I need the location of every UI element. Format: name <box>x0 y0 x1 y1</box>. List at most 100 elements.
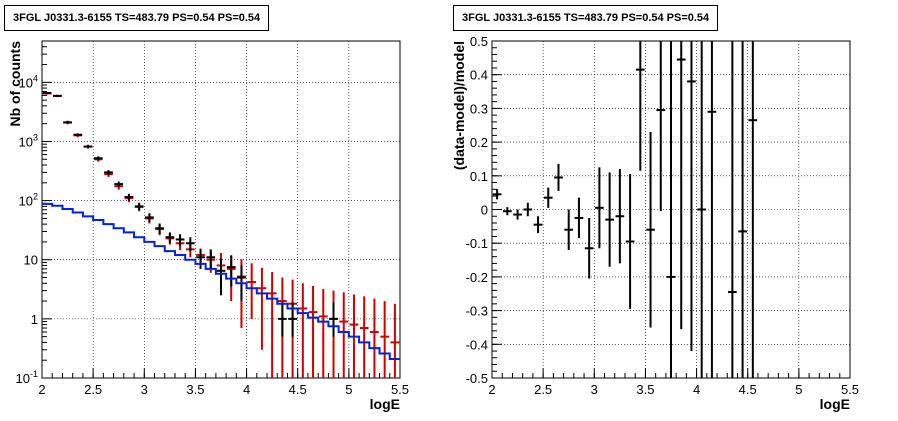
right-y-tick-label: 0.3 <box>470 101 488 116</box>
right-chart-title: 3FGL J0331.3-6155 TS=483.79 PS=0.54 PS=0… <box>453 5 719 31</box>
left-series-0-point <box>390 303 400 378</box>
left-series-0-point <box>308 285 318 378</box>
left-series-1-point <box>52 94 62 97</box>
right-y-tick-label: -0.1 <box>466 236 488 251</box>
left-y-tick-label: 10 <box>24 253 38 268</box>
left-series-1-point <box>216 258 226 296</box>
left-series-1 <box>42 92 338 337</box>
right-series-0-point <box>646 131 655 328</box>
left-series-0-point <box>298 283 308 378</box>
right-y-tick-label: -0.5 <box>466 371 488 386</box>
left-series-1-point <box>145 213 154 223</box>
right-series-0-point <box>615 169 625 264</box>
right-x-tick-label: 3.5 <box>636 382 654 397</box>
left-series-0-point <box>247 263 257 319</box>
left-series-1-point <box>114 181 124 187</box>
left-x-tick-label: 4 <box>243 382 250 397</box>
left-series-0-point <box>267 272 277 378</box>
right-series-0-point <box>676 41 686 330</box>
right-series-0-point <box>584 217 594 279</box>
right-series-0-point <box>697 41 707 378</box>
right-x-tick-label: 2 <box>488 382 495 397</box>
right-series-0-point <box>605 172 614 267</box>
right-series-0-point <box>635 41 645 171</box>
right-x-axis-title: logE <box>820 396 850 412</box>
right-y-tick-label: 0.1 <box>470 169 488 184</box>
right-series-0-point <box>707 41 717 378</box>
right-y-tick-label: 0.4 <box>470 68 488 83</box>
left-series-0-point <box>359 296 369 378</box>
right-series-0-point <box>687 41 696 352</box>
right-series-0-point <box>513 209 522 220</box>
left-series-1-point <box>155 223 164 235</box>
right-y-tick-label: -0.4 <box>466 337 488 352</box>
right-series-0-point <box>492 189 502 200</box>
left-x-axis-title: logE <box>370 396 400 412</box>
left-series-1-point <box>226 256 236 287</box>
right-series-0-point <box>666 41 676 378</box>
right-series-0-point <box>656 41 666 212</box>
right-x-tick-label: 4.5 <box>739 382 757 397</box>
left-series-1-point <box>165 232 175 244</box>
right-series-0-point <box>738 41 747 378</box>
right-y-tick-label: -0.2 <box>466 270 488 285</box>
left-y-tick-label: 103 <box>19 132 38 149</box>
right-x-tick-label: 4 <box>693 382 700 397</box>
left-series-1-point <box>278 302 287 337</box>
left-series-1-point <box>63 121 72 124</box>
right-series-0-point <box>502 207 512 216</box>
left-x-tick-label: 2 <box>38 382 45 397</box>
right-series-0 <box>492 41 758 378</box>
left-series-0-point <box>339 292 349 378</box>
left-y-axis-title: Nb of counts <box>7 41 23 127</box>
left-series-1-point <box>42 92 52 95</box>
left-series-0-point <box>257 267 267 350</box>
left-x-tick-label: 4.5 <box>289 382 307 397</box>
right-x-tick-label: 3 <box>591 382 598 397</box>
right-series-0-point <box>554 164 563 191</box>
left-series-1-point <box>134 202 144 211</box>
right-y-tick-label: -0.3 <box>466 304 488 319</box>
right-x-tick-label: 5 <box>795 382 802 397</box>
left-series-1-point <box>329 302 338 337</box>
right-y-tick-label: 0.2 <box>470 135 488 150</box>
left-plot-frame <box>41 40 401 379</box>
left-series-0-point <box>318 288 328 378</box>
right-series-0-point <box>625 174 635 309</box>
left-series-1-point <box>83 145 93 149</box>
right-y-axis-title: (data-model)/model <box>451 41 467 170</box>
right-series-0-point <box>728 41 737 378</box>
left-series-2-step-line <box>42 202 400 360</box>
right-y-tick-label: 0 <box>481 203 488 218</box>
left-x-tick-label: 5.5 <box>391 382 409 397</box>
left-series-0-point <box>380 301 390 378</box>
left-series-1-point <box>185 237 195 252</box>
right-series-0-point <box>595 167 604 249</box>
right-series-0-point <box>533 216 543 234</box>
left-series-1-point <box>175 234 185 247</box>
left-x-tick-label: 2.5 <box>84 382 102 397</box>
right-y-tick-label: 0.5 <box>470 34 488 49</box>
left-x-tick-label: 5 <box>345 382 352 397</box>
left-series-0-point <box>370 298 379 378</box>
left-y-tick-label: 1 <box>31 312 38 327</box>
left-series-1-point <box>124 193 134 201</box>
left-series-1-point <box>73 133 83 137</box>
right-series-0-point <box>748 41 758 378</box>
left-series-1-point <box>196 249 205 269</box>
right-series-0-point <box>523 202 533 217</box>
left-y-tick-label: 102 <box>19 192 38 209</box>
right-x-tick-label: 5.5 <box>841 382 859 397</box>
left-y-tick-label: 104 <box>19 73 38 90</box>
left-series-1-point <box>206 249 216 269</box>
left-series-1-point <box>93 156 103 161</box>
left-series-1-point <box>104 170 113 175</box>
left-chart-title: 3FGL J0331.3-6155 TS=483.79 PS=0.54 PS=0… <box>4 5 270 31</box>
left-x-tick-label: 3 <box>141 382 148 397</box>
left-x-tick-label: 3.5 <box>186 382 204 397</box>
right-series-0-point <box>574 197 584 239</box>
right-series-0-point <box>564 209 574 250</box>
right-x-tick-label: 2.5 <box>534 382 552 397</box>
left-y-tick-label: 10-1 <box>16 369 38 386</box>
